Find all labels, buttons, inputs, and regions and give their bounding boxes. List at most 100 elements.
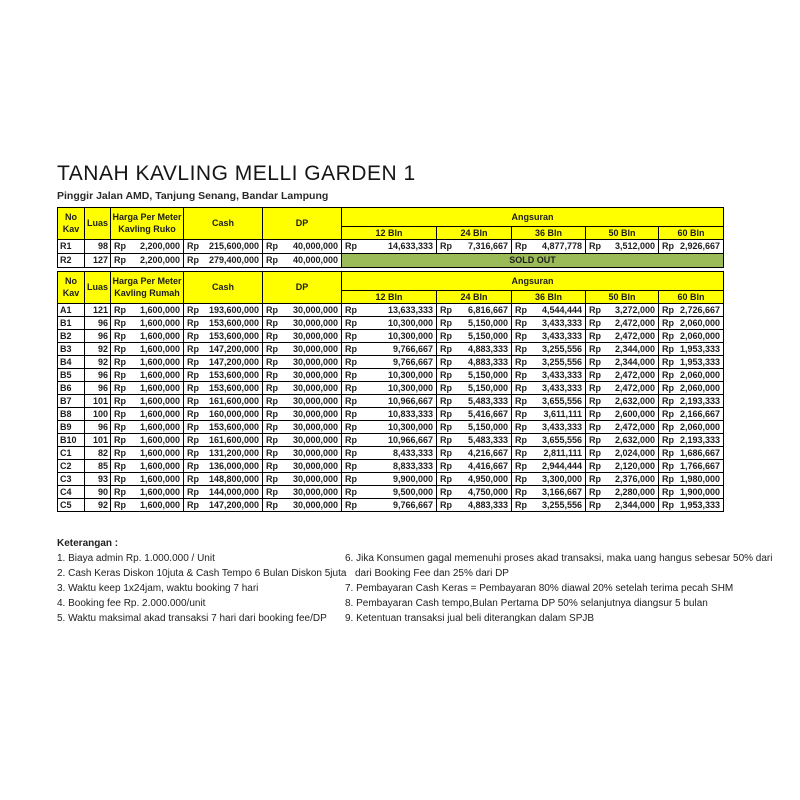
cell-angsuran: Rp 1,900,000 [658,485,724,499]
price-table-ruko: No Kav Luas Harga Per Meter Kavling Ruko Ca… [57,207,724,268]
amount-value: 3,433,333 [541,330,582,341]
currency-prefix: Rp [114,317,126,328]
cell-harga: Rp 1,600,000 [110,498,184,512]
cell-angsuran: Rp 2,280,000 [585,485,659,499]
table-row-A1: A1 121 Rp 1,600,000 Rp 193,600,000 Rp 30,000,00… [57,303,724,317]
table-row-R2: R2 127 Rp 2,200,000 Rp 279,400,000 Rp 40,000,00… [57,253,724,268]
currency-prefix: Rp [345,317,357,328]
amount-value: 1,766,667 [679,460,720,471]
currency-prefix: Rp [662,486,674,497]
currency-prefix: Rp [266,382,278,393]
amount-value: 10,300,000 [387,421,433,432]
currency-prefix: Rp [266,356,278,367]
col-header-month: 36 Bln [511,226,586,240]
cell-angsuran: Rp 5,150,000 [436,368,512,382]
amount-value: 148,800,000 [208,473,259,484]
amount-value: 3,433,333 [541,369,582,380]
cell-angsuran: Rp 2,060,000 [658,381,724,395]
currency-prefix: Rp [662,460,674,471]
cell-angsuran: Rp 2,600,000 [585,407,659,421]
cell-angsuran: Rp 4,950,000 [436,472,512,486]
cell-angsuran: Rp 10,300,000 [341,368,437,382]
header-row-top: No Kav Luas Harga Per Meter Kavling Rumah C… [57,271,724,304]
currency-prefix: Rp [345,304,357,315]
notes-section: Keterangan : 1. Biaya admin Rp. 1.000.00… [57,536,797,626]
amount-value: 3,512,000 [614,241,655,251]
currency-prefix: Rp [345,382,357,393]
amount-value: 2,193,333 [679,434,720,445]
currency-prefix: Rp [187,255,199,265]
cell-kav: R1 [57,239,85,254]
cell-angsuran: Rp 2,166,667 [658,407,724,421]
currency-prefix: Rp [440,304,452,315]
note-item: 2. Cash Keras Diskon 10juta & Cash Tempo… [57,568,347,579]
cell-kav: C3 [57,472,85,486]
currency-prefix: Rp [187,473,199,484]
note-item: 6. Jika Konsumen gagal memenuhi proses a… [345,553,773,564]
amount-value: 30,000,000 [292,408,338,419]
amount-value: 4,216,667 [467,447,508,458]
col-header-angsuran: Angsuran [341,271,724,291]
currency-prefix: Rp [187,356,199,367]
cell-angsuran: Rp 2,193,333 [658,394,724,408]
currency-prefix: Rp [662,330,674,341]
amount-value: 3,655,556 [541,434,582,445]
currency-prefix: Rp [515,408,527,419]
amount-value: 1,686,667 [679,447,720,458]
currency-prefix: Rp [114,304,126,315]
currency-prefix: Rp [440,473,452,484]
price-table-rumah: No Kav Luas Harga Per Meter Kavling Rumah C… [57,271,724,512]
col-header-month: 24 Bln [436,226,512,240]
currency-prefix: Rp [266,473,278,484]
amount-value: 3,433,333 [541,317,582,328]
cell-angsuran: Rp 2,726,667 [658,303,724,317]
cell-dp: Rp 30,000,000 [262,420,342,434]
note-item: 4. Booking fee Rp. 2.000.000/unit [57,598,206,609]
currency-prefix: Rp [515,382,527,393]
amount-value: 3,433,333 [541,382,582,393]
currency-prefix: Rp [187,317,199,328]
amount-value: 6,816,667 [467,304,508,315]
cell-angsuran: Rp 3,255,556 [511,498,586,512]
cell-harga: Rp 1,600,000 [110,433,184,447]
cell-luas: 96 [84,316,111,330]
currency-prefix: Rp [345,356,357,367]
cell-angsuran: Rp 3,512,000 [585,239,659,254]
currency-prefix: Rp [662,369,674,380]
cell-dp: Rp 30,000,000 [262,303,342,317]
cell-harga: Rp 1,600,000 [110,420,184,434]
currency-prefix: Rp [440,330,452,341]
amount-value: 3,300,000 [541,473,582,484]
amount-value: 1,600,000 [139,447,180,458]
cell-cash: Rp 153,600,000 [183,316,263,330]
cell-harga: Rp 1,600,000 [110,459,184,473]
currency-prefix: Rp [187,499,199,510]
currency-prefix: Rp [266,241,278,251]
currency-prefix: Rp [345,486,357,497]
amount-value: 2,344,000 [614,356,655,367]
amount-value: 5,416,667 [467,408,508,419]
amount-value: 1,953,333 [679,499,720,510]
cell-angsuran: Rp 4,883,333 [436,498,512,512]
amount-value: 131,200,000 [208,447,259,458]
amount-value: 2,632,000 [614,434,655,445]
currency-prefix: Rp [440,395,452,406]
currency-prefix: Rp [589,434,601,445]
cell-kav: C2 [57,459,85,473]
amount-value: 2,060,000 [679,330,720,341]
amount-value: 160,000,000 [208,408,259,419]
cell-angsuran: Rp 2,060,000 [658,368,724,382]
currency-prefix: Rp [114,369,126,380]
cell-luas: 98 [84,239,111,254]
cell-angsuran: Rp 5,150,000 [436,329,512,343]
col-header-harga: Harga Per Meter Kavling Ruko [110,207,184,240]
amount-value: 4,883,333 [467,343,508,354]
amount-value: 2,472,000 [614,330,655,341]
col-header-month: 50 Bln [585,290,659,304]
amount-value: 2,472,000 [614,317,655,328]
currency-prefix: Rp [114,434,126,445]
currency-prefix: Rp [515,499,527,510]
amount-value: 10,300,000 [387,382,433,393]
cell-angsuran: Rp 1,980,000 [658,472,724,486]
